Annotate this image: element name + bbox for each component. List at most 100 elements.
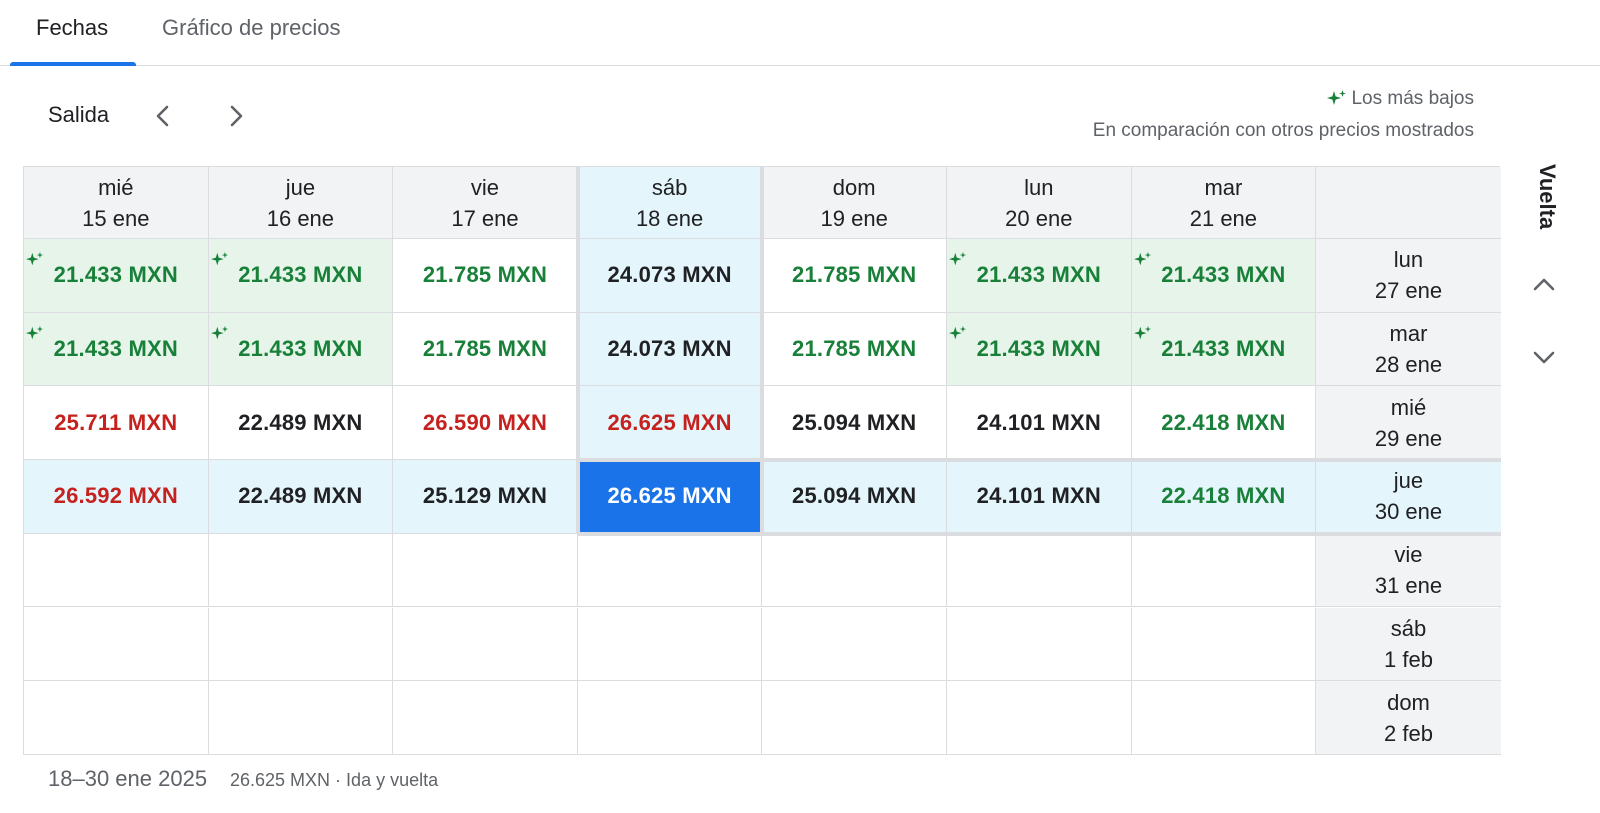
sparkle-icon [26, 323, 44, 349]
chevron-up-icon [1533, 278, 1555, 291]
previous-return-dates-button[interactable] [1526, 266, 1562, 302]
price-cell[interactable]: 21.785 MXN [762, 239, 947, 313]
date-label: 17 ene [451, 205, 519, 231]
price-cell[interactable]: 21.785 MXN [762, 312, 947, 387]
weekday-label: lun [1024, 174, 1054, 200]
date-price-grid: mié 15 ene jue 16 ene vie 17 ene sáb 18 ene dom 1… [23, 166, 1501, 755]
sparkle-icon [1327, 90, 1347, 105]
selected-column-border [575, 167, 580, 534]
empty-price-cell [1131, 607, 1317, 682]
price-label: 25.094 MXN [792, 483, 917, 509]
weekday-label: dom [1387, 689, 1430, 715]
chevron-down-icon [1533, 351, 1555, 364]
selected-column-border [760, 167, 765, 534]
weekday-label: dom [832, 174, 876, 200]
legend-title: Los más bajos [1351, 88, 1474, 109]
price-cell[interactable]: 24.101 MXN [947, 460, 1132, 534]
price-cell[interactable]: 21.433 MXN [947, 239, 1132, 313]
price-label: 24.101 MXN [976, 483, 1101, 509]
selected-dates-summary: 18–30 ene 2025 [48, 766, 208, 791]
sparkle-icon [949, 249, 967, 275]
empty-price-cell [208, 681, 394, 755]
price-cell[interactable]: 24.073 MXN [577, 239, 763, 313]
price-label: 26.625 MXN [607, 483, 732, 509]
weekday-label: sáb [651, 174, 688, 200]
price-cell[interactable]: 24.073 MXN [577, 312, 763, 387]
price-label: 21.433 MXN [976, 262, 1101, 288]
empty-price-cell [762, 607, 947, 682]
price-label: 25.094 MXN [792, 409, 917, 435]
return-date-header: dom 2 feb [1316, 681, 1501, 755]
departure-date-header: sáb 18 ene [577, 167, 763, 239]
price-label: 25.129 MXN [422, 483, 548, 509]
weekday-label: vie [470, 174, 500, 200]
sparkle-icon [949, 323, 967, 349]
empty-price-cell [762, 681, 947, 755]
weekday-label: mié [98, 174, 134, 200]
price-label: 22.489 MXN [238, 409, 363, 435]
price-cell[interactable]: 25.094 MXN [762, 460, 947, 534]
price-cell[interactable]: 21.433 MXN [1131, 239, 1317, 313]
price-label: 22.489 MXN [238, 483, 363, 509]
price-cell[interactable]: 26.592 MXN [24, 460, 209, 534]
tab-bar: Fechas Gráfico de precios [0, 0, 1600, 66]
grid-corner [1316, 167, 1501, 239]
sparkle-icon [1133, 323, 1152, 349]
tab-dates[interactable]: Fechas [36, 15, 109, 40]
selected-price-summary: 26.625 MXN · Ida y vuelta [230, 770, 439, 790]
empty-price-cell [24, 533, 209, 608]
return-label: Vuelta [1535, 164, 1560, 230]
price-cell[interactable]: 25.129 MXN [393, 460, 578, 534]
empty-price-cell [762, 533, 947, 608]
price-label: 21.433 MXN [238, 262, 363, 288]
weekday-label: sáb [1390, 615, 1427, 641]
price-cell[interactable]: 21.433 MXN [24, 312, 209, 387]
tab-price-graph[interactable]: Gráfico de precios [162, 15, 341, 40]
price-cell[interactable]: 22.418 MXN [1131, 460, 1317, 534]
return-date-header: jue 30 ene [1316, 460, 1501, 534]
price-cell[interactable]: 21.785 MXN [393, 312, 578, 387]
next-week-button[interactable] [218, 98, 254, 134]
price-cell[interactable]: 22.489 MXN [208, 460, 394, 534]
price-cell[interactable]: 21.433 MXN [1131, 312, 1317, 387]
price-cell[interactable]: 21.433 MXN [24, 239, 209, 313]
price-cell[interactable]: 21.433 MXN [208, 312, 394, 387]
price-cell[interactable]: 26.625 MXN [577, 386, 763, 461]
weekday-label: lun [1393, 247, 1424, 273]
date-label: 20 ene [1005, 205, 1073, 231]
price-cell[interactable]: 21.433 MXN [208, 239, 394, 313]
previous-week-button[interactable] [145, 98, 181, 134]
price-cell[interactable]: 25.711 MXN [24, 386, 209, 461]
date-label: 2 feb [1384, 720, 1433, 746]
selected-price-cell[interactable]: 26.625 MXN [577, 460, 763, 534]
date-label: 15 ene [82, 205, 150, 231]
date-label: 16 ene [266, 205, 335, 231]
price-cell[interactable]: 21.433 MXN [947, 312, 1132, 387]
date-label: 28 ene [1374, 352, 1443, 378]
date-label: 1 feb [1384, 646, 1433, 672]
price-label: 26.590 MXN [422, 409, 548, 435]
empty-price-cell [393, 681, 578, 755]
price-label: 24.101 MXN [976, 409, 1101, 435]
chevron-left-icon [156, 105, 169, 127]
date-label: 31 ene [1374, 573, 1443, 599]
price-label: 26.625 MXN [607, 409, 732, 435]
price-cell[interactable]: 25.094 MXN [762, 386, 947, 461]
date-label: 30 ene [1374, 499, 1443, 525]
return-date-header: sáb 1 feb [1316, 607, 1501, 682]
price-cell[interactable]: 22.489 MXN [208, 386, 394, 461]
weekday-label: vie [1394, 542, 1423, 568]
next-return-dates-button[interactable] [1526, 340, 1562, 376]
price-cell[interactable]: 26.590 MXN [393, 386, 578, 461]
price-label: 24.073 MXN [607, 262, 732, 288]
empty-price-cell [208, 607, 394, 682]
weekday-label: mar [1204, 174, 1243, 200]
price-label: 21.433 MXN [1161, 336, 1286, 362]
departure-date-header: lun 20 ene [947, 167, 1132, 239]
empty-price-cell [577, 533, 763, 608]
price-label: 24.073 MXN [607, 336, 732, 362]
price-cell[interactable]: 21.785 MXN [393, 239, 578, 313]
price-cell[interactable]: 22.418 MXN [1131, 386, 1317, 461]
sparkle-icon [210, 249, 229, 275]
price-cell[interactable]: 24.101 MXN [947, 386, 1132, 461]
